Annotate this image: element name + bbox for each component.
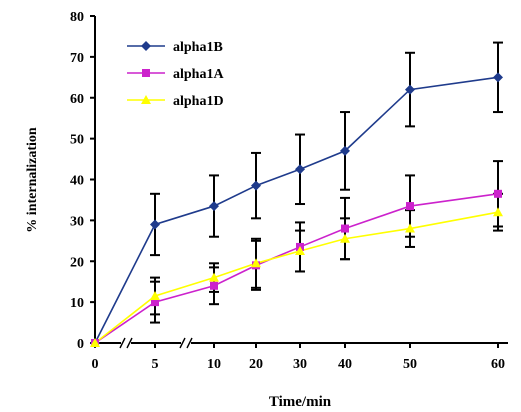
- data-point-alpha1B: [150, 219, 160, 230]
- data-point-alpha1D: [493, 207, 503, 217]
- data-point-alpha1A: [406, 202, 414, 211]
- axis-breaks: [119, 337, 193, 349]
- x-tick-label: 20: [249, 357, 263, 372]
- data-point-alpha1D: [209, 272, 219, 282]
- series-line-alpha1D: [94, 211, 499, 344]
- series-markers: [90, 72, 503, 348]
- legend-label-alpha1B: alpha1B: [173, 40, 223, 55]
- y-ticks: 0 10 20 30 40 50 60 70 80: [70, 10, 95, 352]
- data-point-alpha1B: [405, 84, 415, 95]
- data-point-alpha1B: [340, 145, 350, 156]
- series-lines: [94, 76, 499, 344]
- legend-marker-alpha1B: [141, 41, 151, 51]
- data-point-alpha1A: [151, 298, 159, 307]
- x-ticks: 0 5 10 20 30 40 50 60: [92, 343, 505, 372]
- data-point-alpha1D: [295, 246, 305, 256]
- legend-marker-alpha1D: [141, 95, 151, 104]
- y-tick-label: 20: [70, 255, 84, 270]
- axis-break-mark: [119, 337, 126, 349]
- y-tick-label: 80: [70, 10, 84, 25]
- data-point-alpha1D: [90, 338, 100, 347]
- legend-label-alpha1D: alpha1D: [173, 94, 224, 109]
- series-line-alpha1B: [94, 76, 499, 344]
- x-tick-label: 30: [293, 357, 307, 372]
- y-tick-label: 40: [70, 174, 84, 189]
- legend-label-alpha1A: alpha1A: [173, 67, 224, 82]
- data-point-alpha1A: [341, 224, 349, 233]
- y-tick-label: 70: [70, 51, 84, 66]
- x-axis-label: Time/min: [269, 394, 332, 410]
- data-point-alpha1D: [405, 223, 415, 233]
- data-point-alpha1D: [251, 258, 261, 268]
- y-axis-label: % internalization: [25, 127, 40, 233]
- axis-break-mark: [186, 337, 193, 349]
- x-tick-label: 10: [207, 357, 221, 372]
- y-tick-label: 10: [70, 296, 84, 311]
- y-tick-label: 0: [77, 337, 84, 352]
- x-tick-label: 5: [152, 357, 159, 372]
- data-point-alpha1A: [494, 189, 502, 198]
- axis-break-mark: [179, 337, 186, 349]
- legend: alpha1B alpha1A alpha1D: [127, 40, 224, 109]
- axis-break-gap: [181, 338, 191, 348]
- y-tick-label: 60: [70, 92, 84, 107]
- x-tick-label: 40: [338, 357, 352, 372]
- data-point-alpha1D: [340, 233, 350, 243]
- legend-marker-alpha1A: [142, 69, 150, 77]
- axis-break-mark: [126, 337, 133, 349]
- data-point-alpha1B: [251, 180, 261, 191]
- axis-break-gap: [121, 338, 131, 348]
- x-tick-label: 50: [403, 357, 417, 372]
- x-tick-label: 0: [92, 357, 99, 372]
- data-point-alpha1B: [493, 72, 503, 83]
- y-tick-label: 50: [70, 133, 84, 148]
- y-tick-label: 30: [70, 214, 84, 229]
- series-line-alpha1A: [94, 193, 499, 344]
- x-tick-label: 60: [491, 357, 505, 372]
- data-point-alpha1D: [150, 290, 160, 300]
- data-point-alpha1B: [209, 201, 219, 212]
- data-point-alpha1A: [210, 281, 218, 290]
- data-point-alpha1B: [295, 164, 305, 175]
